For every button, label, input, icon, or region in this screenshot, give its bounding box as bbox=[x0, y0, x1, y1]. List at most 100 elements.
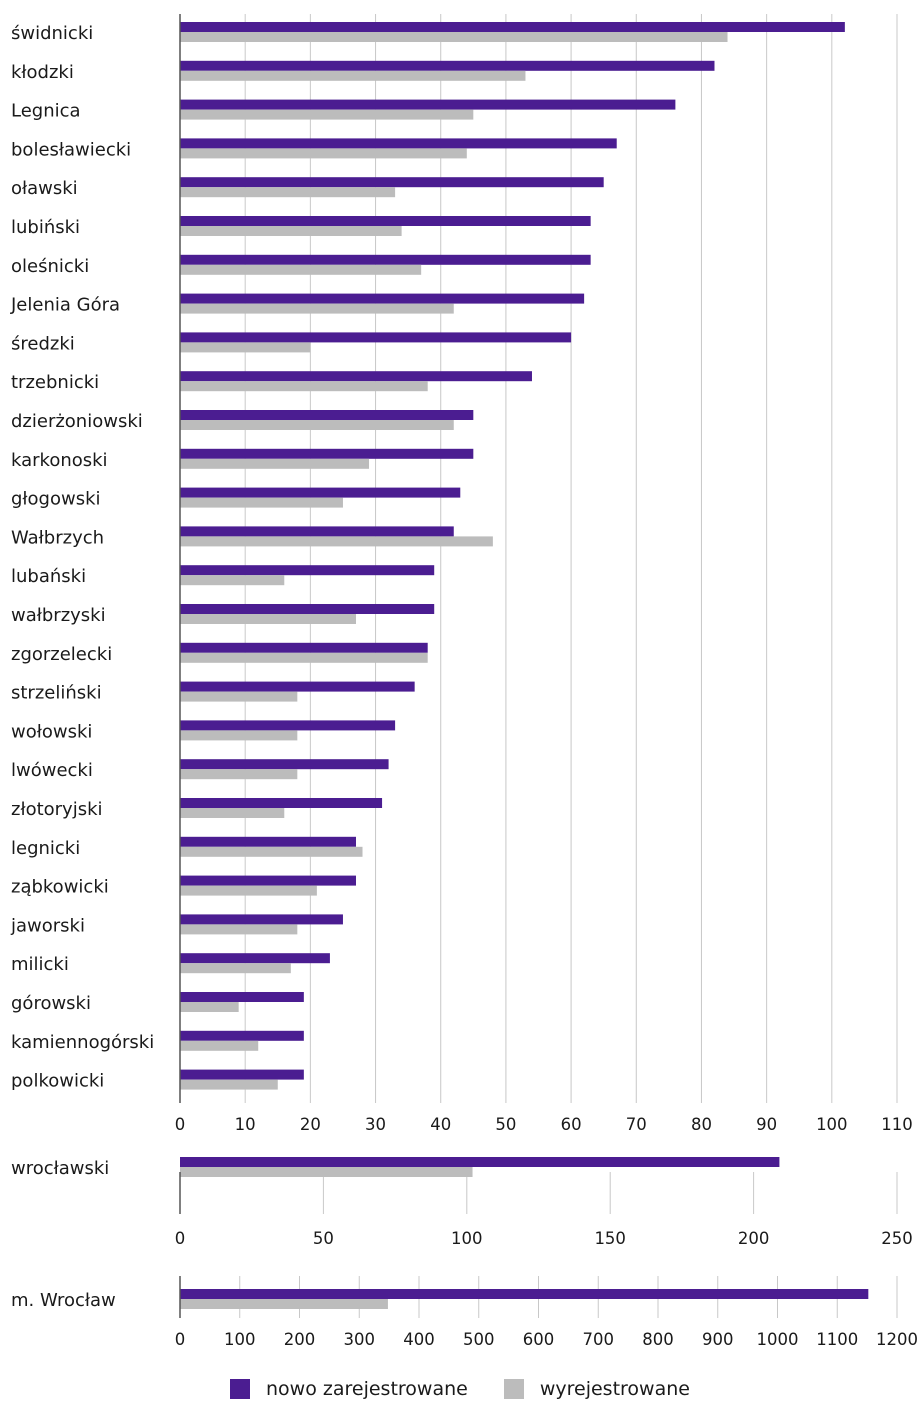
tick-label: 60 bbox=[561, 1115, 582, 1134]
bar-new bbox=[180, 953, 330, 964]
category-label: polkowicki bbox=[11, 1071, 104, 1092]
bar-removed bbox=[180, 226, 402, 236]
bar-removed bbox=[180, 342, 311, 353]
tick-label: 40 bbox=[430, 1115, 451, 1134]
chart-svg: świdnicki kłodzki Legnica bolesławiecki oław… bbox=[10, 14, 918, 1349]
category-label: lubański bbox=[11, 566, 86, 587]
bar-new bbox=[180, 216, 591, 226]
bar-removed bbox=[180, 1079, 278, 1090]
legend: nowo zarejestrowane wyrejestrowane bbox=[0, 1374, 920, 1404]
category-label: górowski bbox=[11, 993, 91, 1014]
bar-new bbox=[180, 487, 461, 498]
tick-label: 200 bbox=[738, 1229, 770, 1248]
category-label: Wałbrzych bbox=[11, 527, 104, 548]
bar-new bbox=[180, 798, 383, 808]
bar-removed bbox=[180, 381, 428, 392]
bar-new bbox=[180, 371, 532, 382]
tick-label: 1100 bbox=[816, 1330, 858, 1349]
bar-new bbox=[180, 60, 715, 71]
tick-label: 10 bbox=[235, 1115, 256, 1134]
tick-label: 700 bbox=[583, 1330, 615, 1349]
bar-removed bbox=[180, 148, 467, 159]
bar-removed bbox=[180, 575, 285, 586]
tick-label: 20 bbox=[300, 1115, 321, 1134]
legend-label-new: nowo zarejestrowane bbox=[266, 1378, 468, 1400]
category-label: strzeliński bbox=[11, 683, 102, 704]
category-label: zgorzelecki bbox=[11, 644, 112, 665]
tick-label: 200 bbox=[284, 1330, 316, 1349]
legend-swatch-removed bbox=[503, 1379, 524, 1399]
category-label: karkonoski bbox=[11, 450, 108, 471]
category-label: lwówecki bbox=[11, 760, 93, 781]
bar-removed bbox=[180, 885, 317, 896]
bar-new bbox=[180, 1289, 869, 1299]
bar-removed bbox=[180, 303, 454, 314]
tick-label: 0 bbox=[175, 1229, 186, 1248]
bar-removed bbox=[180, 187, 396, 198]
category-label: kamiennogórski bbox=[11, 1032, 154, 1053]
bar-removed bbox=[180, 808, 285, 818]
category-label: legnicki bbox=[11, 838, 80, 859]
category-label: wrocławski bbox=[11, 1158, 109, 1179]
bar-new bbox=[180, 448, 474, 459]
tick-label: 50 bbox=[495, 1115, 516, 1134]
tick-label: 90 bbox=[756, 1115, 777, 1134]
category-label: bolesławiecki bbox=[11, 139, 131, 160]
bar-removed bbox=[180, 846, 363, 857]
tick-label: 100 bbox=[816, 1115, 848, 1134]
legend-label-removed: wyrejestrowane bbox=[539, 1378, 690, 1400]
category-label: Jelenia Góra bbox=[10, 295, 120, 316]
bar-removed bbox=[180, 614, 356, 624]
tick-label: 0 bbox=[175, 1115, 186, 1134]
category-label: ząbkowicki bbox=[11, 877, 109, 898]
bar-removed bbox=[180, 458, 370, 469]
bar-removed bbox=[180, 1002, 239, 1012]
category-label: oleśnicki bbox=[11, 256, 89, 277]
tick-label: 400 bbox=[403, 1330, 435, 1349]
bar-new bbox=[180, 565, 435, 576]
category-label: wałbrzyski bbox=[11, 605, 106, 626]
tick-label: 30 bbox=[365, 1115, 386, 1134]
tick-label: 1000 bbox=[757, 1330, 799, 1349]
bar-new bbox=[180, 526, 454, 537]
category-label: lubiński bbox=[11, 217, 80, 238]
category-label: oławski bbox=[11, 178, 78, 199]
bar-removed bbox=[180, 70, 526, 81]
bar-new bbox=[180, 293, 585, 304]
bar-new bbox=[180, 99, 676, 110]
bar-removed bbox=[180, 109, 474, 120]
tick-label: 250 bbox=[881, 1229, 913, 1248]
bar-new bbox=[180, 1157, 780, 1167]
bar-removed bbox=[180, 730, 298, 741]
tick-label: 500 bbox=[463, 1330, 495, 1349]
tick-label: 1200 bbox=[876, 1330, 918, 1349]
category-label: m. Wrocław bbox=[11, 1290, 116, 1311]
category-label: trzebnicki bbox=[11, 372, 99, 393]
bar-new bbox=[180, 642, 428, 653]
category-label: kłodzki bbox=[11, 62, 74, 83]
bar-removed bbox=[180, 1299, 388, 1309]
tick-label: 0 bbox=[175, 1330, 186, 1349]
bar-removed bbox=[180, 924, 298, 935]
bar-removed bbox=[180, 1040, 259, 1051]
tick-label: 150 bbox=[594, 1229, 626, 1248]
bar-removed bbox=[180, 536, 493, 547]
category-label: złotoryjski bbox=[11, 799, 103, 820]
bar-new bbox=[180, 254, 591, 265]
bar-new bbox=[180, 914, 343, 925]
tick-label: 110 bbox=[881, 1115, 913, 1134]
legend-item-new: nowo zarejestrowane bbox=[230, 1378, 468, 1400]
tick-label: 600 bbox=[523, 1330, 555, 1349]
tick-label: 300 bbox=[344, 1330, 376, 1349]
legend-swatch-new bbox=[230, 1379, 251, 1399]
bar-new bbox=[180, 138, 617, 149]
bar-new bbox=[180, 992, 304, 1002]
bar-removed bbox=[180, 652, 428, 663]
category-label: średzki bbox=[11, 333, 75, 354]
bar-new bbox=[180, 177, 604, 188]
bar-new bbox=[180, 720, 396, 731]
bar-removed bbox=[180, 32, 728, 42]
bar-removed bbox=[180, 691, 298, 702]
category-label: wołowski bbox=[11, 721, 92, 742]
